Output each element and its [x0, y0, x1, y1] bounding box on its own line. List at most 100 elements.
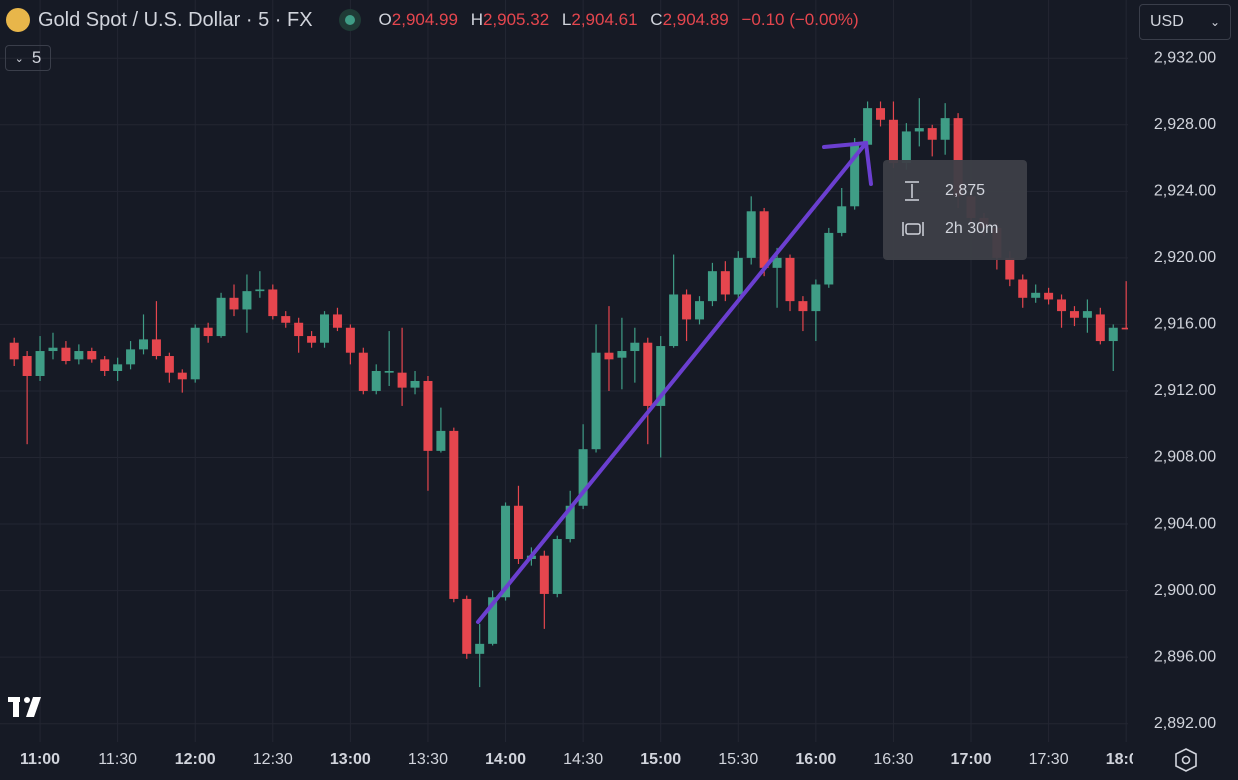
candle-body — [552, 539, 562, 594]
currency: USD — [1150, 13, 1184, 30]
candle-body — [320, 314, 330, 343]
candle-body — [242, 291, 252, 310]
candle-body — [1031, 292, 1041, 298]
x-tick-label: 14:30 — [563, 751, 603, 768]
candle-body — [720, 271, 730, 295]
candle-body — [462, 598, 472, 654]
candle-body — [151, 339, 161, 357]
candle-body — [410, 380, 420, 388]
y-tick-label: 2,892.00 — [1154, 715, 1216, 732]
candle-body — [707, 271, 717, 302]
candle-body — [604, 352, 614, 360]
candle-body — [539, 555, 549, 594]
candle-body — [798, 301, 808, 312]
trend-arrow[interactable] — [476, 140, 873, 624]
x-tick-label: 17:00 — [951, 751, 992, 768]
x-tick-label: 11:30 — [98, 751, 137, 768]
x-tick-label: 12:00 — [175, 751, 216, 768]
currency-select[interactable]: USD ⌄ — [1139, 4, 1231, 40]
interval: 5 — [31, 48, 42, 67]
candle-body — [9, 342, 19, 360]
candle-body — [694, 301, 704, 320]
y-tick-label: 2,904.00 — [1154, 515, 1216, 532]
candle-body — [475, 643, 485, 654]
measure-time: 2h 30m — [945, 220, 998, 237]
y-tick-label: 2,912.00 — [1154, 382, 1216, 399]
h-key: H — [470, 10, 483, 29]
candle-body — [177, 372, 187, 380]
c-val: 2,904.89 — [662, 10, 729, 29]
candle-body — [927, 128, 937, 140]
candle-body — [1108, 327, 1118, 342]
header: Gold Spot / U.S. Dollar · 5 · FX O2,904.… — [6, 8, 859, 32]
candle-body — [332, 314, 342, 328]
candle-body — [203, 327, 213, 337]
candle-body — [914, 128, 924, 132]
candle-body — [229, 297, 239, 310]
candle-body — [1121, 327, 1128, 330]
candle-body — [953, 118, 963, 197]
y-tick-label: 2,916.00 — [1154, 316, 1216, 333]
candle-body — [61, 347, 71, 362]
x-tick-label: 15:00 — [640, 751, 681, 768]
candle-body — [164, 356, 174, 373]
candle-body — [87, 351, 97, 360]
candle-body — [22, 356, 32, 376]
candle-body — [397, 372, 407, 388]
candle-body — [307, 336, 317, 343]
candle-body — [888, 119, 898, 164]
candle-body — [863, 108, 873, 145]
o-val: 2,904.99 — [391, 10, 458, 29]
candle-body — [1095, 314, 1105, 342]
ohlc: O2,904.99 H2,905.32 L2,904.61 C2,904.89 … — [371, 10, 859, 30]
symbol-title[interactable]: Gold Spot / U.S. Dollar · 5 · FX — [38, 8, 313, 31]
y-tick-label: 2,896.00 — [1154, 648, 1216, 665]
candle-body — [669, 294, 679, 347]
candle-body — [48, 347, 58, 352]
candle-body — [591, 352, 601, 450]
candle-body — [126, 349, 136, 365]
candle-body — [656, 346, 666, 406]
settings-gear[interactable] — [1175, 748, 1197, 772]
candle-body — [371, 371, 381, 391]
candle-body — [759, 211, 769, 268]
symbol-logo — [6, 8, 30, 32]
candle-body — [837, 206, 847, 233]
interval-toggle[interactable]: ⌄ 5 — [5, 45, 51, 71]
candle-body — [345, 327, 355, 353]
candle-body — [100, 359, 110, 371]
candle-body — [811, 284, 821, 312]
x-tick-label: 13:00 — [330, 751, 371, 768]
candle-body — [940, 118, 950, 140]
candle-body — [643, 342, 653, 406]
candle-body — [682, 294, 692, 320]
candle-body — [824, 232, 834, 285]
candle-body — [578, 449, 588, 506]
x-tick-label: 13:30 — [408, 751, 448, 768]
x-tick-label: 14:00 — [485, 751, 526, 768]
candle-body — [216, 297, 226, 337]
x-tick-label: 12:30 — [253, 751, 293, 768]
candle-body — [139, 339, 148, 350]
candle-body — [436, 430, 446, 451]
candle-body — [1057, 299, 1067, 312]
candle-body — [113, 364, 123, 371]
candle-body — [268, 289, 278, 317]
o-key: O — [378, 10, 392, 29]
x-tick-label: 18:00 — [1106, 751, 1147, 768]
candle-body — [1005, 257, 1015, 280]
candle-body — [901, 131, 911, 164]
x-tick-label: 16:30 — [873, 751, 913, 768]
candle-body — [35, 351, 45, 376]
x-tick-label: 16:00 — [795, 751, 836, 768]
candle-body — [384, 371, 394, 373]
candle-body — [746, 211, 756, 258]
candle-body — [876, 108, 886, 120]
tv-logo — [8, 697, 41, 717]
y-tick-label: 2,932.00 — [1154, 49, 1216, 66]
x-tick-label: 11:00 — [20, 751, 60, 768]
candle-body — [1018, 279, 1028, 298]
measure-price: 2,875 — [945, 182, 985, 199]
